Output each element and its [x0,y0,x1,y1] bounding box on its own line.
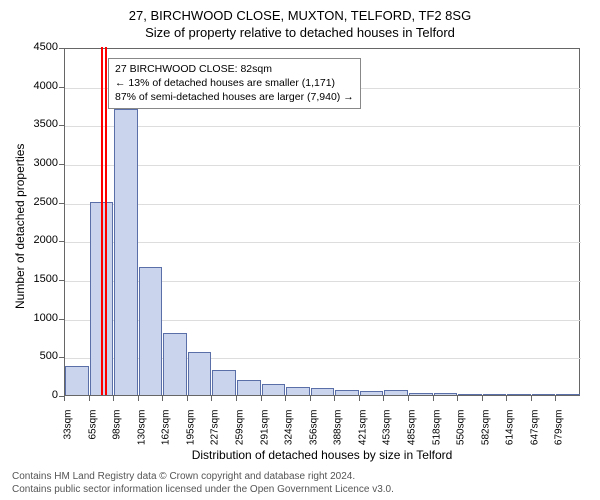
histogram-bar [335,390,359,395]
histogram-bar [384,390,408,395]
xtick-mark [211,396,212,401]
footer-line-1: Contains HM Land Registry data © Crown c… [12,470,394,483]
xtick-label: 227sqm [210,410,221,460]
histogram-bar [556,394,580,395]
histogram-bar [532,394,556,395]
xtick-label: 679sqm [554,410,565,460]
histogram-bar [483,394,507,395]
footer-line-2: Contains public sector information licen… [12,483,394,496]
xtick-mark [64,396,65,401]
xtick-label: 162sqm [161,410,172,460]
xtick-label: 485sqm [407,410,418,460]
xtick-mark [555,396,556,401]
ytick-mark [59,87,64,88]
histogram-bar [262,384,286,395]
property-marker-line [101,47,103,395]
xtick-label: 421sqm [357,410,368,460]
ytick-label: 2500 [20,196,58,208]
footer-text: Contains HM Land Registry data © Crown c… [12,470,394,496]
info-box: 27 BIRCHWOOD CLOSE: 82sqm ← 13% of detac… [108,58,361,109]
xtick-label: 388sqm [333,410,344,460]
xtick-label: 98sqm [112,410,123,460]
histogram-bar [114,109,138,395]
histogram-bar [311,388,335,395]
xtick-mark [162,396,163,401]
xtick-label: 453sqm [382,410,393,460]
xtick-mark [113,396,114,401]
ytick-label: 4500 [20,41,58,53]
histogram-bar [139,267,163,395]
ytick-mark [59,357,64,358]
xtick-mark [359,396,360,401]
xtick-mark [334,396,335,401]
xtick-mark [261,396,262,401]
ytick-mark [59,164,64,165]
histogram-bar [434,393,458,395]
xtick-label: 582sqm [480,410,491,460]
ytick-label: 2000 [20,234,58,246]
xtick-label: 195sqm [185,410,196,460]
ytick-mark [59,319,64,320]
xtick-label: 550sqm [456,410,467,460]
xtick-label: 356sqm [308,410,319,460]
ytick-label: 0 [20,389,58,401]
histogram-bar [286,387,310,396]
xtick-mark [457,396,458,401]
xtick-mark [506,396,507,401]
histogram-bar [360,391,384,395]
histogram-bar [188,352,212,395]
histogram-bar [237,380,261,395]
xtick-mark [187,396,188,401]
xtick-label: 291sqm [259,410,270,460]
ytick-label: 1500 [20,273,58,285]
ytick-label: 500 [20,350,58,362]
xtick-mark [138,396,139,401]
info-line-2: ← 13% of detached houses are smaller (1,… [115,76,354,90]
info-line-3: 87% of semi-detached houses are larger (… [115,90,354,104]
xtick-mark [433,396,434,401]
chart-container: { "title": "27, BIRCHWOOD CLOSE, MUXTON,… [0,0,600,500]
histogram-bar [409,393,433,395]
xtick-mark [89,396,90,401]
ytick-label: 3000 [20,157,58,169]
xtick-mark [408,396,409,401]
xtick-label: 324sqm [284,410,295,460]
xtick-label: 33sqm [63,410,74,460]
xtick-mark [531,396,532,401]
grid-line [65,242,581,243]
histogram-bar [212,370,236,395]
ytick-mark [59,280,64,281]
xtick-label: 647sqm [529,410,540,460]
property-marker-line [105,47,107,395]
xtick-mark [383,396,384,401]
histogram-bar [163,333,187,395]
ytick-label: 3500 [20,118,58,130]
xtick-mark [482,396,483,401]
ytick-mark [59,125,64,126]
xtick-mark [310,396,311,401]
grid-line [65,165,581,166]
xtick-label: 130sqm [136,410,147,460]
xtick-label: 259sqm [235,410,246,460]
xtick-mark [236,396,237,401]
ytick-label: 4000 [20,80,58,92]
xtick-label: 518sqm [431,410,442,460]
info-line-1: 27 BIRCHWOOD CLOSE: 82sqm [115,62,354,76]
grid-line [65,126,581,127]
xtick-label: 65sqm [87,410,98,460]
chart-subtitle: Size of property relative to detached ho… [0,23,600,40]
histogram-bar [458,394,482,395]
chart-title: 27, BIRCHWOOD CLOSE, MUXTON, TELFORD, TF… [0,0,600,23]
ytick-mark [59,203,64,204]
ytick-mark [59,48,64,49]
xtick-label: 614sqm [505,410,516,460]
histogram-bar [65,366,89,395]
grid-line [65,204,581,205]
ytick-mark [59,241,64,242]
xtick-mark [285,396,286,401]
ytick-label: 1000 [20,312,58,324]
histogram-bar [507,394,531,395]
